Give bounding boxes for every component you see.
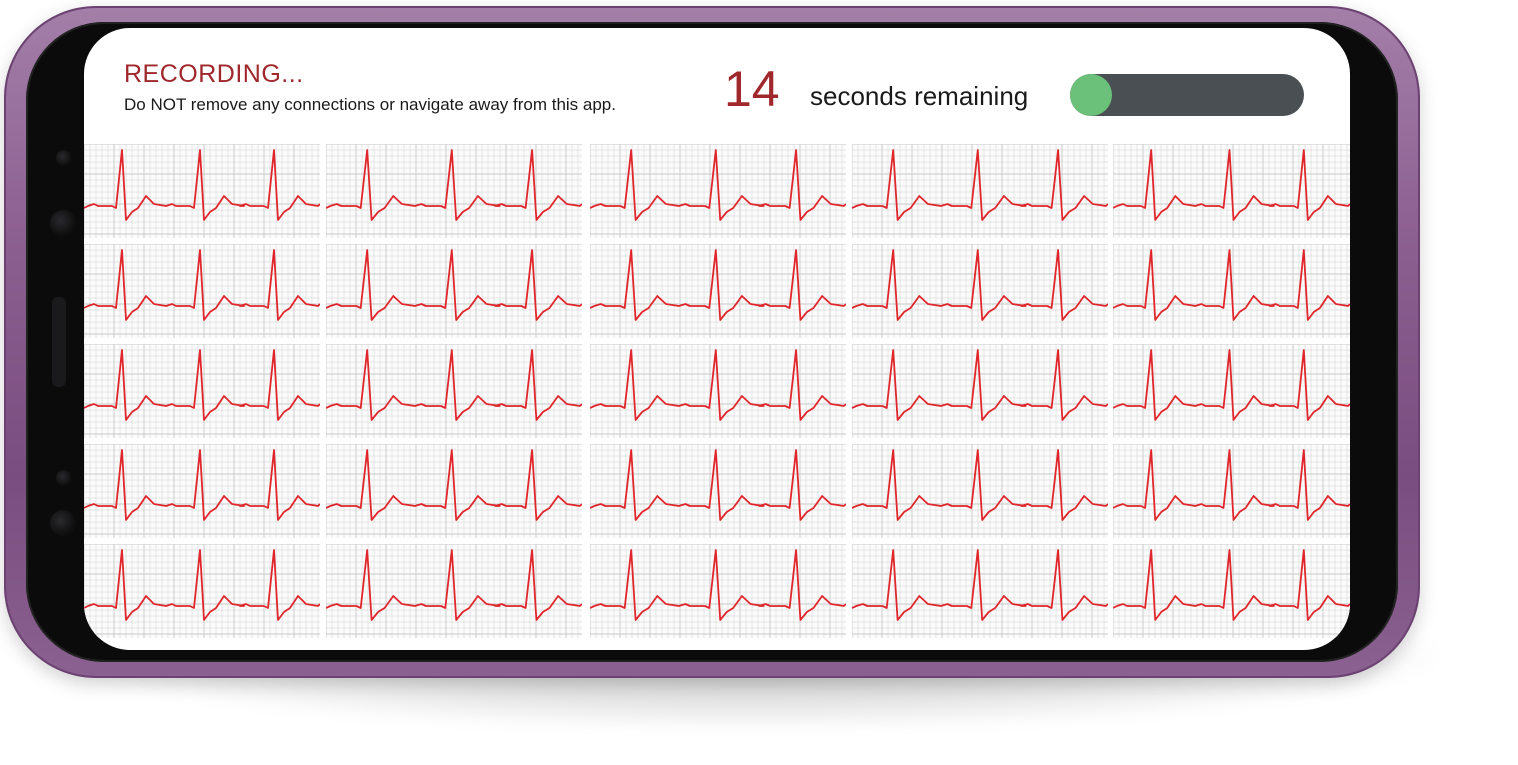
ecg-strip (852, 244, 1108, 338)
ecg-gridlines (1113, 144, 1350, 238)
speaker-slot (52, 297, 66, 387)
ecg-strip (84, 144, 320, 238)
app-screen: RECORDING... Do NOT remove any connectio… (84, 28, 1350, 650)
ecg-strip (326, 144, 582, 238)
ecg-trace (590, 449, 846, 521)
ecg-strip (1113, 344, 1350, 438)
ecg-strip (326, 544, 582, 638)
ecg-strip (326, 344, 582, 438)
countdown-label: seconds remaining (810, 81, 1029, 111)
ecg-strip (852, 544, 1108, 638)
ecg-trace (590, 249, 846, 321)
ecg-strip (590, 444, 846, 538)
ecg-gridlines (84, 444, 320, 538)
ecg-strip (326, 444, 582, 538)
ecg-strip (590, 544, 846, 638)
ecg-trace (852, 549, 1108, 621)
ecg-gridlines (1113, 344, 1350, 438)
ecg-strip (852, 444, 1108, 538)
ecg-trace (326, 449, 582, 521)
ecg-trace (84, 449, 320, 521)
ecg-trace (852, 249, 1108, 321)
ecg-gridlines (326, 344, 582, 438)
recording-warning-text: Do NOT remove any connections or navigat… (124, 95, 616, 114)
ecg-strip (1113, 544, 1350, 638)
countdown-seconds: 14 (724, 61, 780, 117)
ecg-strip (852, 344, 1108, 438)
ecg-gridlines (84, 144, 320, 238)
ecg-trace (852, 449, 1108, 521)
ecg-gridlines (590, 544, 846, 638)
ecg-strip (590, 344, 846, 438)
front-camera-icon (50, 210, 76, 236)
ecg-strip (84, 344, 320, 438)
ecg-trace (1113, 249, 1350, 321)
ecg-strip (590, 144, 846, 238)
ecg-trace (326, 149, 582, 221)
ecg-trace (84, 249, 320, 321)
ecg-trace (590, 349, 846, 421)
ecg-strip (1113, 144, 1350, 238)
ecg-strip (590, 244, 846, 338)
recording-progress-bar (1070, 74, 1304, 116)
ecg-strip (84, 444, 320, 538)
ecg-strip-grid (84, 144, 1350, 650)
ecg-trace (852, 349, 1108, 421)
ecg-gridlines (326, 244, 582, 338)
ecg-trace (1113, 549, 1350, 621)
recording-status-title: RECORDING... (124, 60, 304, 88)
ecg-strip (852, 144, 1108, 238)
ecg-trace (1113, 349, 1350, 421)
ecg-trace (590, 549, 846, 621)
ecg-trace (84, 349, 320, 421)
proximity-sensor-icon (50, 510, 76, 536)
ecg-trace (1113, 149, 1350, 221)
ecg-trace (84, 549, 320, 621)
recording-progress-fill (1070, 74, 1112, 116)
ecg-strip (326, 244, 582, 338)
ecg-trace (84, 149, 320, 221)
ecg-strip (1113, 444, 1350, 538)
ecg-trace (326, 349, 582, 421)
ecg-trace (1113, 449, 1350, 521)
ecg-strip (84, 244, 320, 338)
ecg-trace (590, 149, 846, 221)
ecg-trace (852, 149, 1108, 221)
sensor-icon (56, 150, 72, 166)
ecg-trace (326, 249, 582, 321)
iris-scanner-icon (56, 470, 72, 486)
ecg-strip (1113, 244, 1350, 338)
ecg-trace (326, 549, 582, 621)
ecg-strip (84, 544, 320, 638)
ecg-gridlines (84, 244, 320, 338)
